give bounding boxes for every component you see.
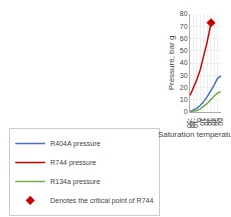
svg-text:0: 0 — [184, 108, 188, 115]
svg-text:40: 40 — [180, 59, 188, 66]
svg-text:40: 40 — [210, 118, 217, 126]
svg-text:70: 70 — [180, 23, 188, 30]
svg-text:10: 10 — [180, 96, 188, 103]
svg-text:-10: -10 — [192, 118, 199, 128]
svg-text:50: 50 — [213, 118, 220, 126]
svg-text:Denotes the critical point of: Denotes the critical point of R744 — [50, 197, 153, 205]
svg-text:30: 30 — [206, 118, 213, 126]
svg-text:10: 10 — [199, 118, 206, 126]
svg-text:R744 pressure: R744 pressure — [50, 159, 96, 167]
svg-text:30: 30 — [180, 72, 188, 79]
svg-text:60: 60 — [180, 35, 188, 42]
svg-text:-20: -20 — [189, 118, 196, 128]
svg-text:0: 0 — [196, 118, 203, 122]
svg-text:Saturation temperature, °C: Saturation temperature, °C — [158, 130, 231, 139]
svg-text:60: 60 — [216, 118, 223, 126]
svg-text:Pressure, bar g: Pressure, bar g — [167, 36, 176, 91]
svg-text:80: 80 — [180, 10, 188, 17]
svg-text:R134a pressure: R134a pressure — [50, 178, 100, 186]
svg-text:20: 20 — [180, 84, 188, 91]
svg-text:20: 20 — [203, 118, 210, 126]
svg-text:50: 50 — [180, 47, 188, 54]
svg-text:-30: -30 — [186, 118, 193, 128]
svg-text:R404A pressure: R404A pressure — [50, 140, 100, 148]
